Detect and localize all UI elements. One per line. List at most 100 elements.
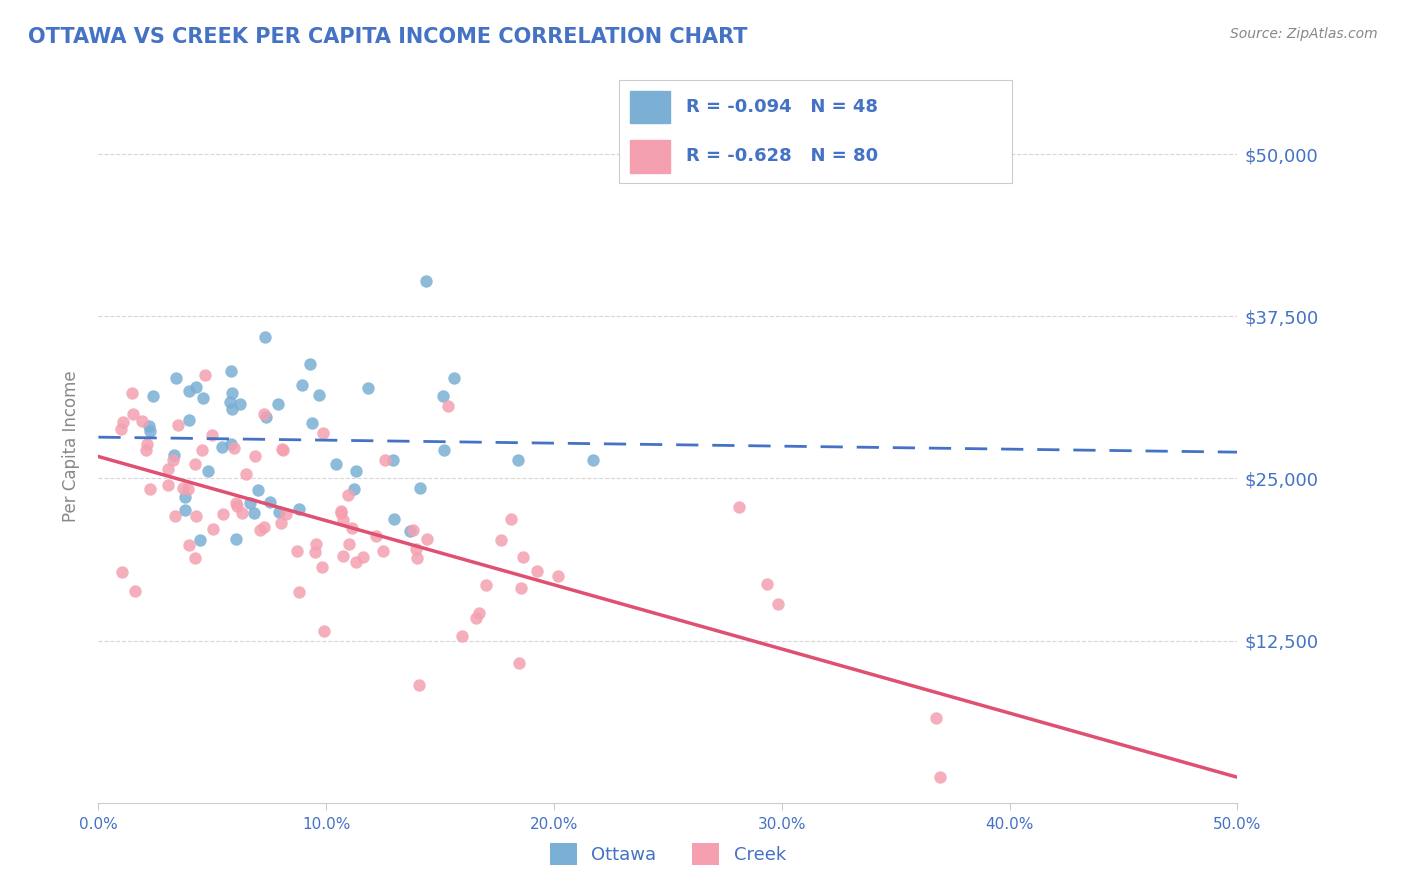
Point: [547, 569, 569, 583]
Point: [111, 415, 134, 429]
Point: [512, 550, 534, 565]
Point: [246, 483, 269, 498]
Point: [201, 522, 224, 536]
Point: [581, 453, 603, 467]
Point: [465, 610, 488, 624]
Point: [163, 449, 186, 463]
Point: [766, 598, 789, 612]
Point: [332, 549, 354, 563]
Point: [329, 507, 352, 521]
Point: [340, 520, 363, 534]
Text: OTTAWA VS CREEK PER CAPITA INCOME CORRELATION CHART: OTTAWA VS CREEK PER CAPITA INCOME CORREL…: [28, 27, 748, 46]
Point: [139, 483, 162, 497]
Point: [235, 467, 257, 482]
Point: [267, 505, 290, 519]
Point: [501, 512, 523, 526]
Point: [225, 495, 247, 509]
Point: [229, 397, 252, 411]
Point: [357, 381, 380, 395]
Point: [364, 529, 387, 543]
Point: [184, 380, 207, 394]
Point: [382, 452, 405, 467]
Point: [135, 437, 157, 451]
Point: [526, 564, 548, 578]
Point: [138, 419, 160, 434]
Point: [287, 584, 309, 599]
Point: [249, 523, 271, 537]
Text: R = -0.094   N = 48: R = -0.094 N = 48: [686, 98, 877, 116]
Point: [312, 425, 335, 440]
Point: [184, 550, 207, 565]
Point: [218, 395, 240, 409]
Legend: Ottawa, Creek: Ottawa, Creek: [543, 836, 793, 872]
Point: [755, 577, 778, 591]
Point: [173, 490, 195, 504]
Point: [139, 424, 162, 438]
Point: [239, 496, 262, 510]
Point: [399, 524, 422, 539]
Point: [231, 506, 253, 520]
Point: [925, 711, 948, 725]
Point: [401, 523, 423, 537]
Point: [301, 416, 323, 430]
Point: [291, 377, 314, 392]
Point: [259, 495, 281, 509]
Point: [270, 516, 292, 530]
Point: [374, 453, 396, 467]
Point: [432, 389, 454, 403]
Point: [124, 584, 146, 599]
Point: [225, 532, 247, 546]
Point: [409, 481, 432, 495]
Point: [253, 520, 276, 534]
Point: [142, 389, 165, 403]
Point: [408, 677, 430, 691]
Point: [510, 581, 533, 595]
Point: [183, 458, 205, 472]
Point: [304, 545, 326, 559]
Point: [415, 275, 437, 289]
Point: [325, 457, 347, 471]
Text: R = -0.628   N = 80: R = -0.628 N = 80: [686, 147, 877, 165]
Y-axis label: Per Capita Income: Per Capita Income: [62, 370, 80, 522]
Point: [165, 371, 187, 385]
Point: [201, 428, 224, 442]
Point: [221, 386, 243, 401]
Point: [405, 541, 427, 556]
Point: [190, 442, 212, 457]
Point: [221, 437, 243, 451]
Point: [197, 464, 219, 478]
Point: [451, 630, 474, 644]
Point: [157, 462, 180, 476]
Point: [243, 506, 266, 520]
Point: [928, 770, 950, 784]
Point: [436, 399, 458, 413]
Point: [221, 402, 243, 417]
Point: [285, 544, 308, 558]
Point: [162, 453, 184, 467]
Point: [111, 566, 134, 580]
Point: [330, 504, 353, 518]
Point: [179, 538, 201, 552]
Point: [172, 481, 194, 495]
Bar: [630, 91, 669, 123]
Point: [179, 413, 201, 427]
Point: [267, 397, 290, 411]
Point: [344, 555, 367, 569]
Point: [110, 422, 132, 436]
Point: [163, 508, 186, 523]
Point: [243, 449, 266, 463]
Point: [373, 543, 395, 558]
Point: [271, 442, 294, 457]
Point: [253, 330, 276, 344]
Point: [191, 391, 214, 405]
Point: [131, 413, 153, 427]
Point: [337, 488, 360, 502]
Point: [225, 499, 247, 513]
Point: [443, 371, 465, 385]
Point: [174, 503, 197, 517]
Point: [135, 443, 157, 458]
Point: [352, 550, 374, 565]
Point: [506, 452, 529, 467]
Point: [194, 368, 217, 383]
Point: [184, 509, 207, 524]
